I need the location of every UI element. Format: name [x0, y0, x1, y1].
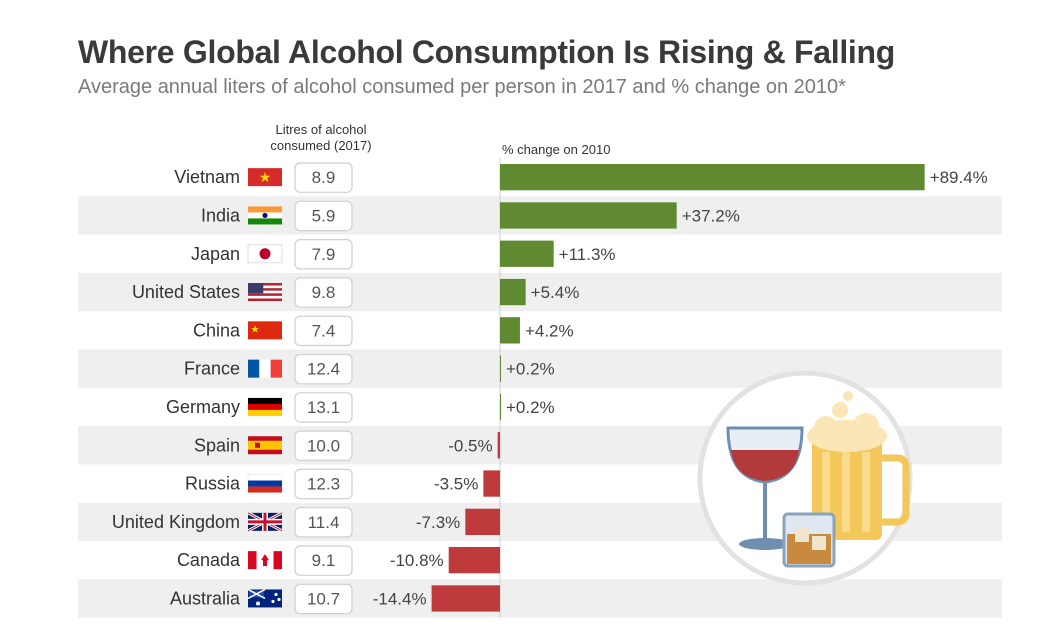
category-label: France [184, 359, 240, 379]
pct-bar [448, 547, 500, 574]
pct-bar [500, 278, 526, 306]
pct-data-label: +89.4% [930, 168, 988, 187]
flag-australia-icon [247, 588, 282, 608]
pct-data-label: +0.2% [506, 398, 555, 417]
category-label: Canada [177, 550, 241, 570]
category-label: Australia [170, 588, 241, 608]
litres-value-box [294, 277, 353, 308]
litres-value-label: 12.3 [307, 475, 340, 494]
svg-text:★: ★ [251, 324, 260, 335]
litres-value-label: 10.7 [307, 589, 340, 608]
pct-data-label: +11.3% [559, 245, 616, 264]
litres-value-box [294, 583, 353, 615]
litres-value-label: 10.0 [307, 436, 340, 455]
flag-united-kingdom-icon [247, 511, 283, 533]
chart-subtitle: Average annual liters of alcohol consume… [78, 76, 846, 98]
category-label: China [193, 320, 241, 340]
litres-value-label: 5.9 [312, 206, 336, 225]
flag-france-icon [248, 359, 282, 378]
litres-value-box [294, 315, 353, 347]
pct-bar [500, 355, 501, 382]
pct-data-label: -10.8% [390, 551, 444, 570]
flag-china-icon: ★ [248, 321, 282, 340]
category-label: India [201, 205, 241, 225]
pct-bar [500, 164, 925, 191]
pct-bar [500, 202, 677, 229]
category-label: Germany [166, 397, 240, 417]
category-label: United States [132, 282, 240, 302]
pct-bar [500, 393, 501, 421]
row-stripe [78, 272, 1002, 312]
flag-united-states-icon [248, 283, 282, 302]
litres-value-box [294, 162, 353, 193]
litres-value-box [294, 545, 353, 576]
flag-germany-icon [248, 397, 282, 416]
litres-value-label: 13.1 [307, 398, 340, 417]
category-label: United Kingdom [112, 512, 240, 532]
litres-value-box [294, 200, 353, 232]
svg-text:★: ★ [259, 169, 272, 185]
litres-value-box [294, 507, 353, 538]
litres-value-label: 12.4 [307, 360, 340, 379]
flag-spain-icon [248, 436, 282, 455]
litres-value-label: 9.8 [312, 283, 336, 302]
litres-column-header: Litres of alcohol consumed (2017) [270, 122, 372, 153]
pct-data-label: -3.5% [434, 475, 478, 494]
pct-bar [431, 585, 500, 612]
litres-value-box [294, 468, 353, 500]
pct-data-label: +5.4% [531, 283, 580, 302]
pct-data-label: -14.4% [373, 589, 427, 608]
pct-change-header: % change on 2010 [502, 142, 611, 157]
pct-data-label: +37.2% [682, 206, 740, 225]
pct-data-label: +0.2% [506, 360, 555, 379]
litres-value-box [294, 239, 353, 270]
litres-value-box [294, 353, 353, 385]
chart-title: Where Global Alcohol Consumption Is Risi… [78, 34, 896, 70]
pct-data-label: +4.2% [525, 321, 574, 340]
pct-bar [483, 470, 500, 497]
litres-value-label: 9.1 [312, 551, 336, 570]
litres-value-box [294, 430, 353, 462]
flag-canada-icon [248, 551, 282, 570]
pct-bar [500, 240, 554, 267]
litres-value-label: 7.9 [312, 245, 336, 264]
flag-russia-icon [247, 474, 283, 493]
category-label: Russia [185, 474, 241, 494]
flag-japan-icon [247, 244, 283, 264]
litres-value-box [294, 392, 353, 423]
category-label: Vietnam [174, 167, 240, 187]
drinks-illustration-icon [697, 370, 913, 586]
pct-data-label: -7.3% [416, 513, 460, 532]
flag-vietnam-icon: ★ [248, 168, 282, 187]
litres-value-label: 7.4 [312, 321, 336, 340]
flag-india-icon [248, 206, 282, 225]
litres-value-label: 11.4 [308, 513, 340, 532]
category-label: Spain [194, 435, 240, 455]
category-label: Japan [191, 244, 240, 264]
pct-bar [465, 508, 500, 535]
row-stripe [78, 579, 1002, 618]
pct-data-label: -0.5% [448, 436, 492, 455]
pct-bar [500, 317, 520, 344]
litres-value-label: 8.9 [312, 168, 336, 187]
pct-bar [497, 432, 500, 459]
